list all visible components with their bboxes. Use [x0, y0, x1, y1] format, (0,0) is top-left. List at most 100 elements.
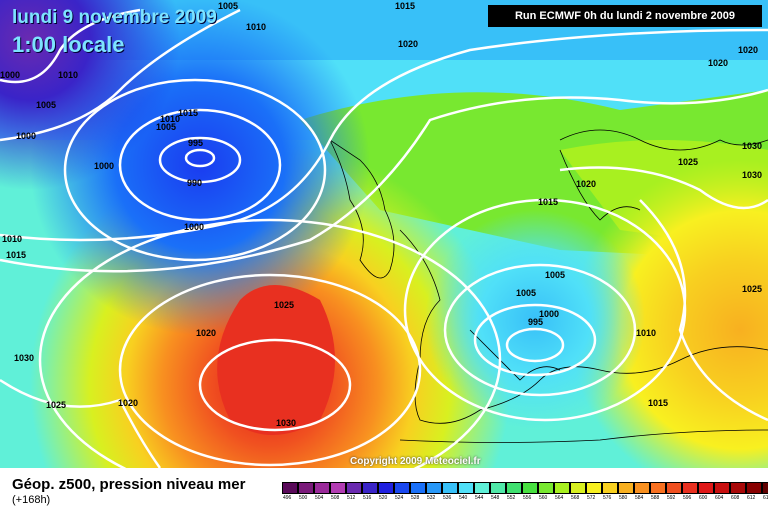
isobar-label: 1005 — [218, 1, 238, 11]
scandinavia-outline — [559, 129, 768, 151]
scale-cell: 588 — [650, 482, 666, 501]
scale-label: 500 — [299, 495, 308, 501]
isobar-label: 1000 — [16, 131, 36, 141]
scale-cell: 576 — [602, 482, 618, 501]
isobar-ring — [505, 327, 565, 363]
isobar-labels: 1005 1010 1015 1020 1020 1000 1010 1005 … — [0, 1, 762, 428]
scale-label: 588 — [651, 495, 660, 501]
scale-cell: 572 — [586, 482, 602, 501]
scale-label: 536 — [443, 495, 452, 501]
isobar-label: 1015 — [178, 108, 198, 118]
isobar-label: 1010 — [160, 114, 180, 124]
color-scale: 496 500 504 508 512 516 520 524 528 532 536 540 544 5… — [282, 482, 768, 502]
scale-cell: 596 — [682, 482, 698, 501]
scale-label: 532 — [427, 495, 436, 501]
isobar-lines — [0, 8, 768, 468]
isobar-ring — [443, 263, 637, 397]
baltic-outline — [559, 149, 641, 221]
scale-cell: 516 — [362, 482, 378, 501]
high-core — [217, 285, 335, 435]
isobar-ring — [158, 136, 242, 184]
isobar-label: 1015 — [6, 250, 26, 260]
isobar-curve — [0, 28, 768, 242]
scale-label: 540 — [459, 495, 468, 501]
legend-title: Géop. z500, pression niveau mer — [12, 476, 246, 493]
isobar-label: 1020 — [398, 39, 418, 49]
scale-label: 512 — [347, 495, 356, 501]
scale-cell: 580 — [618, 482, 634, 501]
scale-cell: 604 — [714, 482, 730, 501]
scale-label: 600 — [699, 495, 708, 501]
scale-label: 556 — [523, 495, 532, 501]
british-isles-outline — [328, 138, 395, 279]
isobar-label: 1030 — [14, 353, 34, 363]
isobar-label: 1000 — [94, 161, 114, 171]
isobar-curve — [0, 8, 241, 142]
scale-label: 560 — [539, 495, 548, 501]
isobar-label: 1010 — [58, 70, 78, 80]
scale-cell: 548 — [490, 482, 506, 501]
isobar-label: 1005 — [545, 270, 565, 280]
isobar-ring — [118, 273, 422, 467]
scale-cell: 524 — [394, 482, 410, 501]
scale-cell: 496 — [282, 482, 298, 501]
isobar-label: 1000 — [539, 309, 559, 319]
scale-cell: 608 — [730, 482, 746, 501]
scale-cell: 520 — [378, 482, 394, 501]
isobar-label: 1010 — [246, 22, 266, 32]
scale-cell: 532 — [426, 482, 442, 501]
isobar-label: 1025 — [742, 284, 762, 294]
isobar-label: 995 — [528, 317, 543, 327]
scale-label: 580 — [619, 495, 628, 501]
isobar-label: 1020 — [576, 179, 596, 189]
isobar-label: 1000 — [0, 70, 20, 80]
isobar-curve — [0, 8, 141, 84]
model-run-label: Run ECMWF 0h du lundi 2 novembre 2009 — [488, 5, 762, 27]
scale-label: 544 — [475, 495, 484, 501]
scale-label: 552 — [507, 495, 516, 501]
isobar-label: 1000 — [184, 222, 204, 232]
scale-label: 612 — [747, 495, 756, 501]
scale-label: 564 — [555, 495, 564, 501]
isobar-curve — [559, 166, 768, 210]
scale-cell: 500 — [298, 482, 314, 501]
scale-cell: 540 — [458, 482, 474, 501]
isobar-ring — [473, 303, 597, 377]
scale-cell: 564 — [554, 482, 570, 501]
isobar-ring — [184, 148, 216, 168]
isobar-label: 1020 — [738, 45, 758, 55]
scale-cell: 556 — [522, 482, 538, 501]
scale-cell: 512 — [346, 482, 362, 501]
isobar-label: 1010 — [636, 328, 656, 338]
isobar-ring — [198, 338, 352, 432]
isobar-label: 990 — [187, 178, 202, 188]
isobar-label: 1005 — [36, 100, 56, 110]
isobar-ring — [38, 218, 502, 468]
scale-cell: 528 — [410, 482, 426, 501]
isobar-ring — [118, 108, 282, 222]
scale-label: 616 — [763, 495, 768, 501]
scale-label: 596 — [683, 495, 692, 501]
scale-label: 528 — [411, 495, 420, 501]
scale-label: 592 — [667, 495, 676, 501]
isobar-label: 1015 — [648, 398, 668, 408]
isobar-label: 1030 — [742, 170, 762, 180]
scale-label: 520 — [379, 495, 388, 501]
isobar-label: 1005 — [516, 288, 536, 298]
scale-label: 608 — [731, 495, 740, 501]
map-canvas: 1005 1010 1015 1020 1020 1000 1010 1005 … — [0, 0, 768, 468]
legend-subtitle: (+168h) — [12, 494, 51, 506]
scale-label: 568 — [571, 495, 580, 501]
scale-label: 576 — [603, 495, 612, 501]
scale-cell: 560 — [538, 482, 554, 501]
isobar-label: 1020 — [196, 328, 216, 338]
isobar-label: 1030 — [742, 141, 762, 151]
forecast-date: lundi 9 novembre 2009 — [12, 7, 217, 28]
scale-cell: 584 — [634, 482, 650, 501]
scale-cell: 592 — [666, 482, 682, 501]
isobar-label: 1005 — [156, 122, 176, 132]
scale-cell: 568 — [570, 482, 586, 501]
isobar-label: 1020 — [708, 58, 728, 68]
italy-outline — [469, 329, 561, 381]
scale-label: 516 — [363, 495, 372, 501]
